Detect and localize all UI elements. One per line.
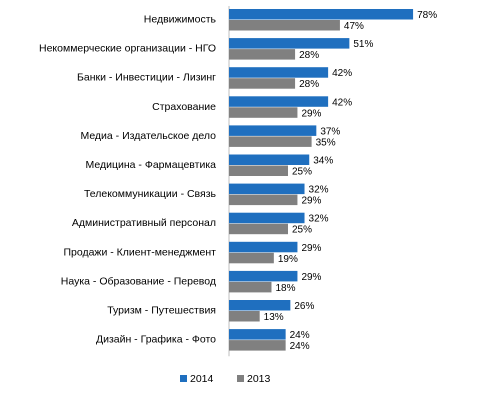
bar-2014 bbox=[229, 329, 286, 340]
category-label: Страхование bbox=[152, 101, 216, 113]
category-label: Медиа - Издательское дело bbox=[80, 130, 216, 142]
legend-swatch bbox=[180, 375, 187, 382]
bar-2014 bbox=[229, 154, 310, 165]
value-label: 28% bbox=[299, 79, 319, 90]
value-label: 51% bbox=[353, 39, 373, 50]
bars bbox=[229, 9, 414, 351]
category-label: Некоммерческие организации - НГО bbox=[39, 43, 216, 55]
category-label: Дизайн - Графика - Фото bbox=[96, 334, 216, 346]
bar-2013 bbox=[229, 252, 274, 264]
value-label: 24% bbox=[290, 341, 310, 352]
value-label: 29% bbox=[301, 196, 321, 207]
category-label: Туризм - Путешествия bbox=[107, 305, 216, 317]
category-label: Наука - Образование - Перевод bbox=[61, 275, 216, 287]
bar-2013 bbox=[229, 311, 260, 322]
legend-label: 2014 bbox=[190, 373, 214, 385]
category-label: Банки - Инвестиции - Лизинг bbox=[77, 72, 216, 84]
category-label: Продажи - Клиент-менеджмент bbox=[63, 246, 216, 258]
value-label: 37% bbox=[320, 126, 340, 137]
value-label: 35% bbox=[316, 137, 336, 148]
category-label: Телекоммуникации - Связь bbox=[84, 188, 217, 200]
value-label: 29% bbox=[301, 108, 321, 119]
bar-2014 bbox=[229, 270, 298, 282]
bar-2014 bbox=[229, 241, 298, 253]
category-label: Недвижимость bbox=[144, 14, 217, 26]
value-label: 29% bbox=[301, 243, 321, 254]
value-label: 18% bbox=[275, 283, 295, 294]
bar-2013 bbox=[229, 223, 288, 235]
bar-2014 bbox=[229, 9, 414, 20]
value-label: 78% bbox=[417, 10, 437, 21]
value-label: 28% bbox=[299, 50, 319, 61]
bar-2013 bbox=[229, 107, 298, 118]
bar-2014 bbox=[229, 212, 305, 224]
legend-label: 2013 bbox=[247, 373, 271, 385]
value-label: 47% bbox=[344, 21, 364, 32]
bar-2014 bbox=[229, 96, 329, 107]
bar-2014 bbox=[229, 300, 291, 311]
bar-2013 bbox=[229, 49, 296, 60]
value-label: 32% bbox=[309, 185, 329, 196]
value-label: 34% bbox=[313, 156, 333, 167]
bar-2013 bbox=[229, 194, 298, 206]
bar-2013 bbox=[229, 78, 296, 89]
value-labels: 78%47%51%28%42%28%42%29%37%35%34%25%32%2… bbox=[264, 10, 438, 352]
category-labels: Недвижимость Некоммерческие организации -… bbox=[39, 14, 217, 346]
value-label: 32% bbox=[309, 214, 329, 225]
bar-2013 bbox=[229, 281, 272, 293]
bar-2013 bbox=[229, 165, 288, 176]
value-label: 25% bbox=[292, 225, 312, 236]
legend: 2014 2013 bbox=[180, 373, 271, 385]
value-label: 42% bbox=[332, 68, 352, 79]
bar-2013 bbox=[229, 20, 340, 31]
value-label: 25% bbox=[292, 167, 312, 178]
value-label: 42% bbox=[332, 97, 352, 108]
bar-2013 bbox=[229, 136, 312, 147]
bar-2013 bbox=[229, 340, 286, 351]
value-label: 29% bbox=[301, 272, 321, 283]
value-label: 13% bbox=[264, 312, 284, 323]
bar-2014 bbox=[229, 183, 305, 195]
legend-swatch bbox=[237, 375, 244, 382]
category-label: Медицина - Фармацевтика bbox=[86, 159, 217, 171]
bar-2014 bbox=[229, 38, 350, 49]
value-label: 19% bbox=[278, 254, 298, 265]
value-label: 24% bbox=[290, 330, 310, 341]
bar-2014 bbox=[229, 67, 329, 78]
value-label: 26% bbox=[294, 301, 314, 312]
bar-2014 bbox=[229, 125, 317, 136]
category-label: Административный персонал bbox=[72, 217, 216, 229]
